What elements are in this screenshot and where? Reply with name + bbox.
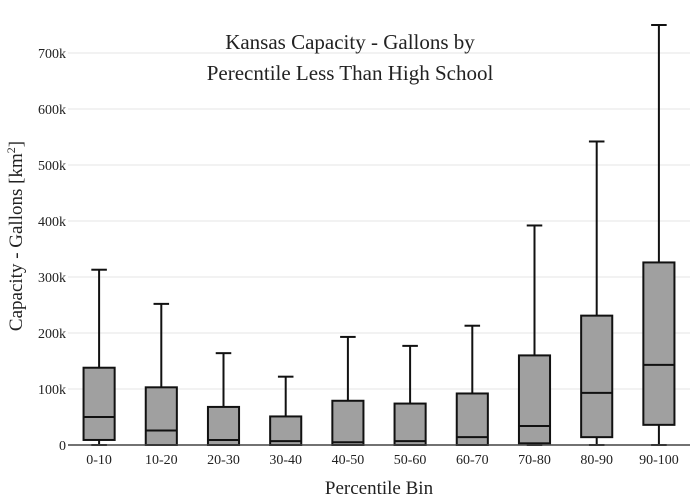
box-group xyxy=(642,24,676,446)
y-tick-label: 0 xyxy=(59,439,66,454)
box-group xyxy=(517,224,552,446)
x-tick-label: 0-10 xyxy=(86,453,112,468)
chart-title-line-2: Perecntile Less Than High School xyxy=(207,61,494,85)
box-iqr xyxy=(393,402,427,446)
box-group xyxy=(393,344,427,446)
box-group xyxy=(580,140,614,446)
box-iqr xyxy=(82,366,116,441)
y-tick-label: 400k xyxy=(38,215,66,230)
x-tick-label: 30-40 xyxy=(269,453,302,468)
y-axis-title-main: Capacity - Gallons [km xyxy=(6,153,27,331)
y-tick-label: 300k xyxy=(38,271,66,286)
box-iqr xyxy=(331,399,365,447)
chart-title-line-1: Kansas Capacity - Gallons by xyxy=(225,30,475,54)
x-tick-label: 80-90 xyxy=(580,453,613,468)
x-tick-label: 20-30 xyxy=(207,453,240,468)
box-group xyxy=(144,302,178,447)
axis-layer: 0 100k 200k 300k 400k 500k 600k 700k 0-10 10-20 20… xyxy=(38,47,690,468)
x-tick-label: 40-50 xyxy=(332,453,365,468)
y-tick-label: 100k xyxy=(38,383,66,398)
grid-layer xyxy=(68,52,690,390)
box-iqr xyxy=(517,354,552,445)
y-tick-label: 600k xyxy=(38,103,66,118)
y-tick-label: 200k xyxy=(38,327,66,342)
x-tick-label: 50-60 xyxy=(394,453,427,468)
x-axis-title: Percentile Bin xyxy=(325,478,434,499)
box-iqr xyxy=(642,261,676,426)
box-group xyxy=(206,352,241,447)
y-axis-title: Capacity - Gallons [km2] xyxy=(4,141,27,331)
box-iqr xyxy=(580,314,614,439)
box-group xyxy=(82,268,116,446)
y-tick-label: 700k xyxy=(38,47,66,62)
box-group xyxy=(269,375,303,447)
box-group xyxy=(331,335,365,447)
x-tick-label: 70-80 xyxy=(518,453,551,468)
x-tick-label: 60-70 xyxy=(456,453,489,468)
y-axis-title-end: ] xyxy=(6,141,27,147)
box-layer xyxy=(82,24,676,447)
x-tick-label: 10-20 xyxy=(145,453,178,468)
box-group xyxy=(455,324,489,447)
x-tick-label: 90-100 xyxy=(639,453,679,468)
y-tick-label: 500k xyxy=(38,159,66,174)
y-axis-title-superscript: 2 xyxy=(4,147,18,153)
box-iqr xyxy=(144,386,178,447)
